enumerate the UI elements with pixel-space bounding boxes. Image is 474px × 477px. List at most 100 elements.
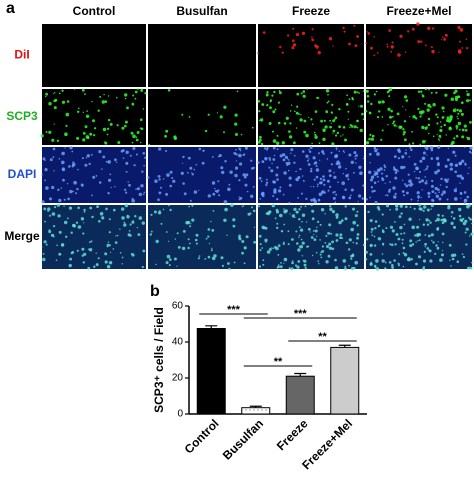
- cell-dot: [157, 175, 161, 178]
- cell-dot: [141, 170, 144, 173]
- cell-dot: [332, 132, 334, 134]
- cell-dot: [344, 265, 347, 268]
- cell-dot: [299, 118, 303, 122]
- cell-dot: [335, 147, 338, 150]
- cell-dot: [452, 217, 456, 220]
- cell-dot: [182, 162, 184, 164]
- cell-dot: [311, 123, 314, 125]
- cell-dot: [427, 103, 431, 108]
- cell-dot: [83, 211, 86, 213]
- cell-dot: [350, 194, 352, 197]
- cell-dot: [135, 136, 138, 138]
- cell-dot: [331, 240, 334, 244]
- cell-dot: [308, 227, 311, 231]
- cell-dot: [342, 26, 345, 30]
- cell-dot: [316, 96, 319, 99]
- cell-dot: [381, 116, 384, 118]
- cell-dot: [352, 241, 355, 244]
- cell-dot: [464, 231, 467, 234]
- cell-dot: [416, 22, 420, 26]
- cell-dot: [143, 191, 146, 194]
- cell-dot: [257, 161, 260, 164]
- cell-dot: [173, 257, 177, 261]
- cell-dot: [461, 101, 464, 104]
- cell-dot: [439, 258, 443, 262]
- cell-dot: [310, 198, 314, 202]
- cell-dot: [327, 93, 329, 96]
- cell-dot: [131, 102, 135, 106]
- cell-dot: [210, 249, 213, 252]
- cell-dot: [355, 154, 358, 157]
- cell-dot: [285, 116, 289, 120]
- cell-dot: [83, 252, 87, 256]
- cell-dot: [411, 27, 415, 31]
- cell-dot: [47, 209, 50, 212]
- cell-dot: [329, 207, 333, 211]
- cell-dot: [393, 195, 397, 199]
- cell-dot: [242, 153, 245, 157]
- cell-dot: [169, 170, 173, 174]
- cell-dot: [438, 191, 441, 193]
- cell-dot: [305, 154, 309, 158]
- cell-dot: [82, 132, 86, 135]
- cell-dot: [64, 132, 68, 136]
- cell-dot: [368, 137, 371, 141]
- cell-dot: [129, 154, 132, 157]
- cell-dot: [310, 236, 314, 239]
- cell-dot: [343, 30, 346, 33]
- cell-dot: [125, 191, 128, 194]
- y-tick-label: 20: [172, 373, 184, 384]
- cell-dot: [368, 152, 372, 156]
- micrograph: [148, 24, 256, 87]
- y-tick-label: 0: [177, 409, 183, 420]
- cell-dot: [342, 172, 344, 175]
- cell-dot: [425, 44, 427, 47]
- cell-dot: [302, 90, 306, 93]
- cell-dot: [70, 231, 73, 234]
- cell-dot: [328, 169, 332, 173]
- cell-dot: [423, 250, 426, 253]
- cell-dot: [313, 131, 316, 134]
- cell-dot: [405, 205, 408, 209]
- cell-dot: [52, 93, 54, 95]
- cell-dot: [410, 258, 413, 261]
- cell-dot: [344, 188, 347, 191]
- cell-dot: [130, 252, 133, 255]
- cell-dot: [123, 221, 126, 224]
- cell-dot: [58, 198, 62, 203]
- cell-dot: [392, 186, 396, 190]
- cell-dot: [116, 234, 119, 237]
- cell-dot: [341, 181, 346, 185]
- cell-dot: [101, 100, 106, 104]
- cell-dot: [458, 214, 462, 218]
- cell-dot: [463, 199, 467, 202]
- cell-dot: [421, 94, 425, 98]
- cell-dot: [384, 182, 386, 184]
- cell-dot: [399, 225, 403, 230]
- cell-dot: [108, 118, 111, 122]
- cell-dot: [290, 267, 294, 271]
- cell-dot: [271, 94, 274, 97]
- cell-dot: [354, 44, 358, 48]
- cell-dot: [358, 105, 360, 107]
- cell-dot: [334, 154, 338, 159]
- cell-dot: [305, 221, 308, 223]
- cell-dot: [335, 213, 339, 217]
- cell-dot: [140, 127, 144, 131]
- cell-dot: [381, 213, 384, 216]
- cell-dot: [263, 227, 266, 230]
- cell-dot: [374, 171, 378, 175]
- cell-dot: [198, 255, 201, 257]
- cell-dot: [366, 94, 370, 98]
- cell-dot: [284, 209, 288, 213]
- cell-dot: [432, 135, 435, 138]
- cell-dot: [421, 140, 426, 144]
- cell-dot: [82, 138, 86, 142]
- cell-dot: [114, 158, 117, 162]
- cell-dot: [441, 221, 445, 225]
- cell-dot: [315, 45, 319, 49]
- cell-dot: [389, 225, 394, 229]
- cell-dot: [106, 265, 111, 269]
- cell-dot: [417, 255, 422, 259]
- cell-dot: [470, 232, 474, 236]
